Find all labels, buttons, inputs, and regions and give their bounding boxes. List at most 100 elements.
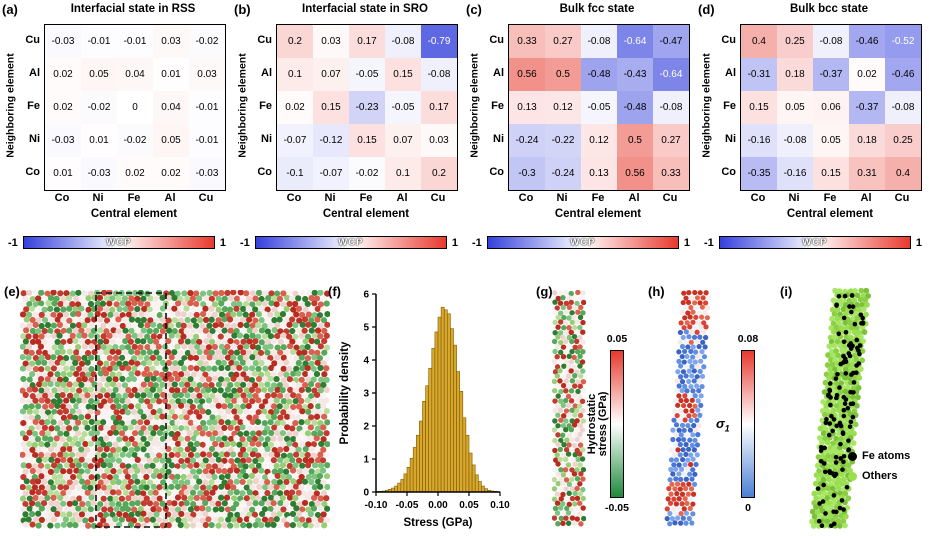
- heatmap-cell: -0.08: [885, 91, 921, 124]
- col-labels: Co Ni Fe Al Cu: [276, 192, 456, 204]
- heatmap-cell: -0.16: [777, 157, 813, 190]
- colorbar-min: -1: [472, 236, 482, 249]
- heatmap-cell: -0.1: [277, 157, 313, 190]
- col-label: Cu: [662, 192, 678, 204]
- x-axis-label: Central element: [554, 208, 642, 220]
- panel-label-c: (c): [466, 2, 482, 17]
- heatmap-cell: -0.02: [81, 91, 117, 124]
- x-axis-label: Central element: [90, 208, 178, 220]
- heatmap-cell: -0.48: [581, 58, 617, 91]
- colorbar-min: -1: [240, 236, 250, 249]
- heatmap-cell: -0.46: [849, 25, 885, 58]
- y-tick-label: 3: [363, 389, 369, 400]
- heatmap-cell: 0.04: [117, 58, 153, 91]
- heatmap-cell: 0.02: [45, 58, 81, 91]
- col-label: Co: [518, 192, 534, 204]
- heatmap-cell: 0.56: [617, 157, 653, 190]
- y-tick-label: 4: [363, 356, 369, 367]
- fe-distribution-image: [794, 288, 882, 530]
- histogram-bar: [409, 458, 414, 493]
- heatmap-cell: -0.43: [617, 58, 653, 91]
- heatmap-grid: -0.03 -0.01 -0.01 0.03 -0.02 0.02 0.05 0.04 0.01…: [44, 24, 226, 191]
- heatmap-cell: 0.02: [277, 91, 313, 124]
- histogram-bar: [453, 344, 457, 493]
- heatmap-cell: -0.05: [581, 91, 617, 124]
- heatmap-cell: -0.08: [777, 124, 813, 157]
- hydrostatic-colorbar-min: -0.05: [605, 502, 629, 514]
- panel-label-d: (d): [698, 2, 715, 17]
- col-label: Cu: [430, 192, 446, 204]
- heatmap-cell: 0.17: [421, 91, 457, 124]
- heatmap-cell: 0.02: [849, 58, 885, 91]
- heatmap-panel-b: (b) Interfacial state in SRO Neighboring…: [232, 2, 464, 280]
- heatmap-cell: 0.33: [509, 25, 545, 58]
- heatmap-cell: 0.31: [849, 157, 885, 190]
- heatmap-cell: 0.07: [313, 58, 349, 91]
- row-label: Fe: [27, 100, 40, 112]
- legend-item-fe-atoms: Fe atoms: [848, 450, 910, 462]
- heatmap-cell: 0.2: [421, 157, 457, 190]
- panel-label-e: (e): [4, 284, 20, 299]
- histogram-bar: [434, 331, 439, 493]
- heatmap-grid: 0.2 0.03 0.17 -0.08 -0.79 0.1 0.07 -0.05 0.15 -0.…: [276, 24, 458, 191]
- heatmap-cell: -0.03: [45, 25, 81, 58]
- histogram-bar: [474, 474, 479, 493]
- heatmap-cell: -0.08: [813, 25, 849, 58]
- colorbar-max: 1: [219, 236, 226, 249]
- heatmap-title-b: Interfacial state in SRO: [302, 3, 428, 15]
- row-label: Ni: [493, 133, 504, 145]
- col-labels: Co Ni Fe Al Cu: [508, 192, 688, 204]
- heatmap-cell: 0.04: [153, 91, 189, 124]
- colorbar-min: -1: [704, 236, 714, 249]
- histogram-bar: [416, 434, 420, 493]
- heatmap-cell: -0.37: [813, 58, 849, 91]
- row-label: Cu: [257, 34, 272, 46]
- heatmap-cell: 0.1: [385, 157, 421, 190]
- col-label: Ni: [788, 192, 800, 204]
- legend-label: Fe atoms: [862, 450, 911, 462]
- heatmap-title-d: Bulk bcc state: [790, 3, 868, 15]
- heatmap-grid: 0.33 0.27 -0.08 -0.64 -0.47 0.56 0.5 -0.48 -0.43…: [508, 24, 690, 191]
- heatmap-cell: 0.1: [277, 58, 313, 91]
- row-label: Cu: [25, 34, 40, 46]
- legend-item-others: Others: [848, 470, 910, 482]
- heatmap-cell: -0.01: [117, 25, 153, 58]
- heatmap-cell: 0.18: [777, 58, 813, 91]
- colorbar-min: -1: [8, 236, 18, 249]
- heatmap-cell: -0.08: [581, 25, 617, 58]
- histogram-bar: [456, 371, 460, 493]
- sigma1-colorbar-max: 0.08: [737, 333, 759, 345]
- panel-label-i: (i): [780, 284, 793, 299]
- heatmap-cell: -0.02: [189, 25, 225, 58]
- row-label: Fe: [259, 100, 272, 112]
- heatmap-cell: -0.03: [189, 157, 225, 190]
- x-tick-label: 0.05: [459, 500, 479, 511]
- col-label: Co: [54, 192, 70, 204]
- fe-atoms-dot-icon: [848, 451, 857, 461]
- x-tick-label: 0.10: [490, 500, 510, 511]
- heatmap-cell: -0.01: [189, 124, 225, 157]
- y-tick-label: 2: [363, 422, 369, 433]
- heatmap-cell: -0.23: [349, 91, 385, 124]
- heatmap-cell: 0.13: [509, 91, 545, 124]
- heatmap-cell: -0.3: [509, 157, 545, 190]
- sigma1-colorbar-min: 0: [745, 502, 751, 514]
- colorbar-max: 1: [451, 236, 458, 249]
- row-label: Co: [721, 166, 736, 178]
- col-label: Co: [286, 192, 302, 204]
- heatmap-cell: 0.15: [741, 91, 777, 124]
- heatmap-cell: 0.07: [385, 124, 421, 157]
- heatmap-cell: 0.05: [153, 124, 189, 157]
- stress-histogram: 0 1 2 3 4 5 6 -0.10 -0.05 0.00 0.05 0.10 Stress (GPa…: [339, 290, 510, 530]
- histogram-bar: [419, 420, 423, 493]
- heatmap-cell: 0.15: [813, 157, 849, 190]
- row-label: Ni: [725, 133, 736, 145]
- col-label: Co: [750, 192, 766, 204]
- y-axis-label: Probability density: [339, 341, 351, 444]
- row-label: Co: [489, 166, 504, 178]
- atomic-structure-image: [20, 290, 330, 530]
- row-labels: Cu Al Fe Ni Co: [476, 24, 504, 189]
- row-label: Al: [725, 67, 736, 79]
- histogram-bar: [440, 306, 445, 493]
- heatmap-cell: 0.27: [545, 25, 581, 58]
